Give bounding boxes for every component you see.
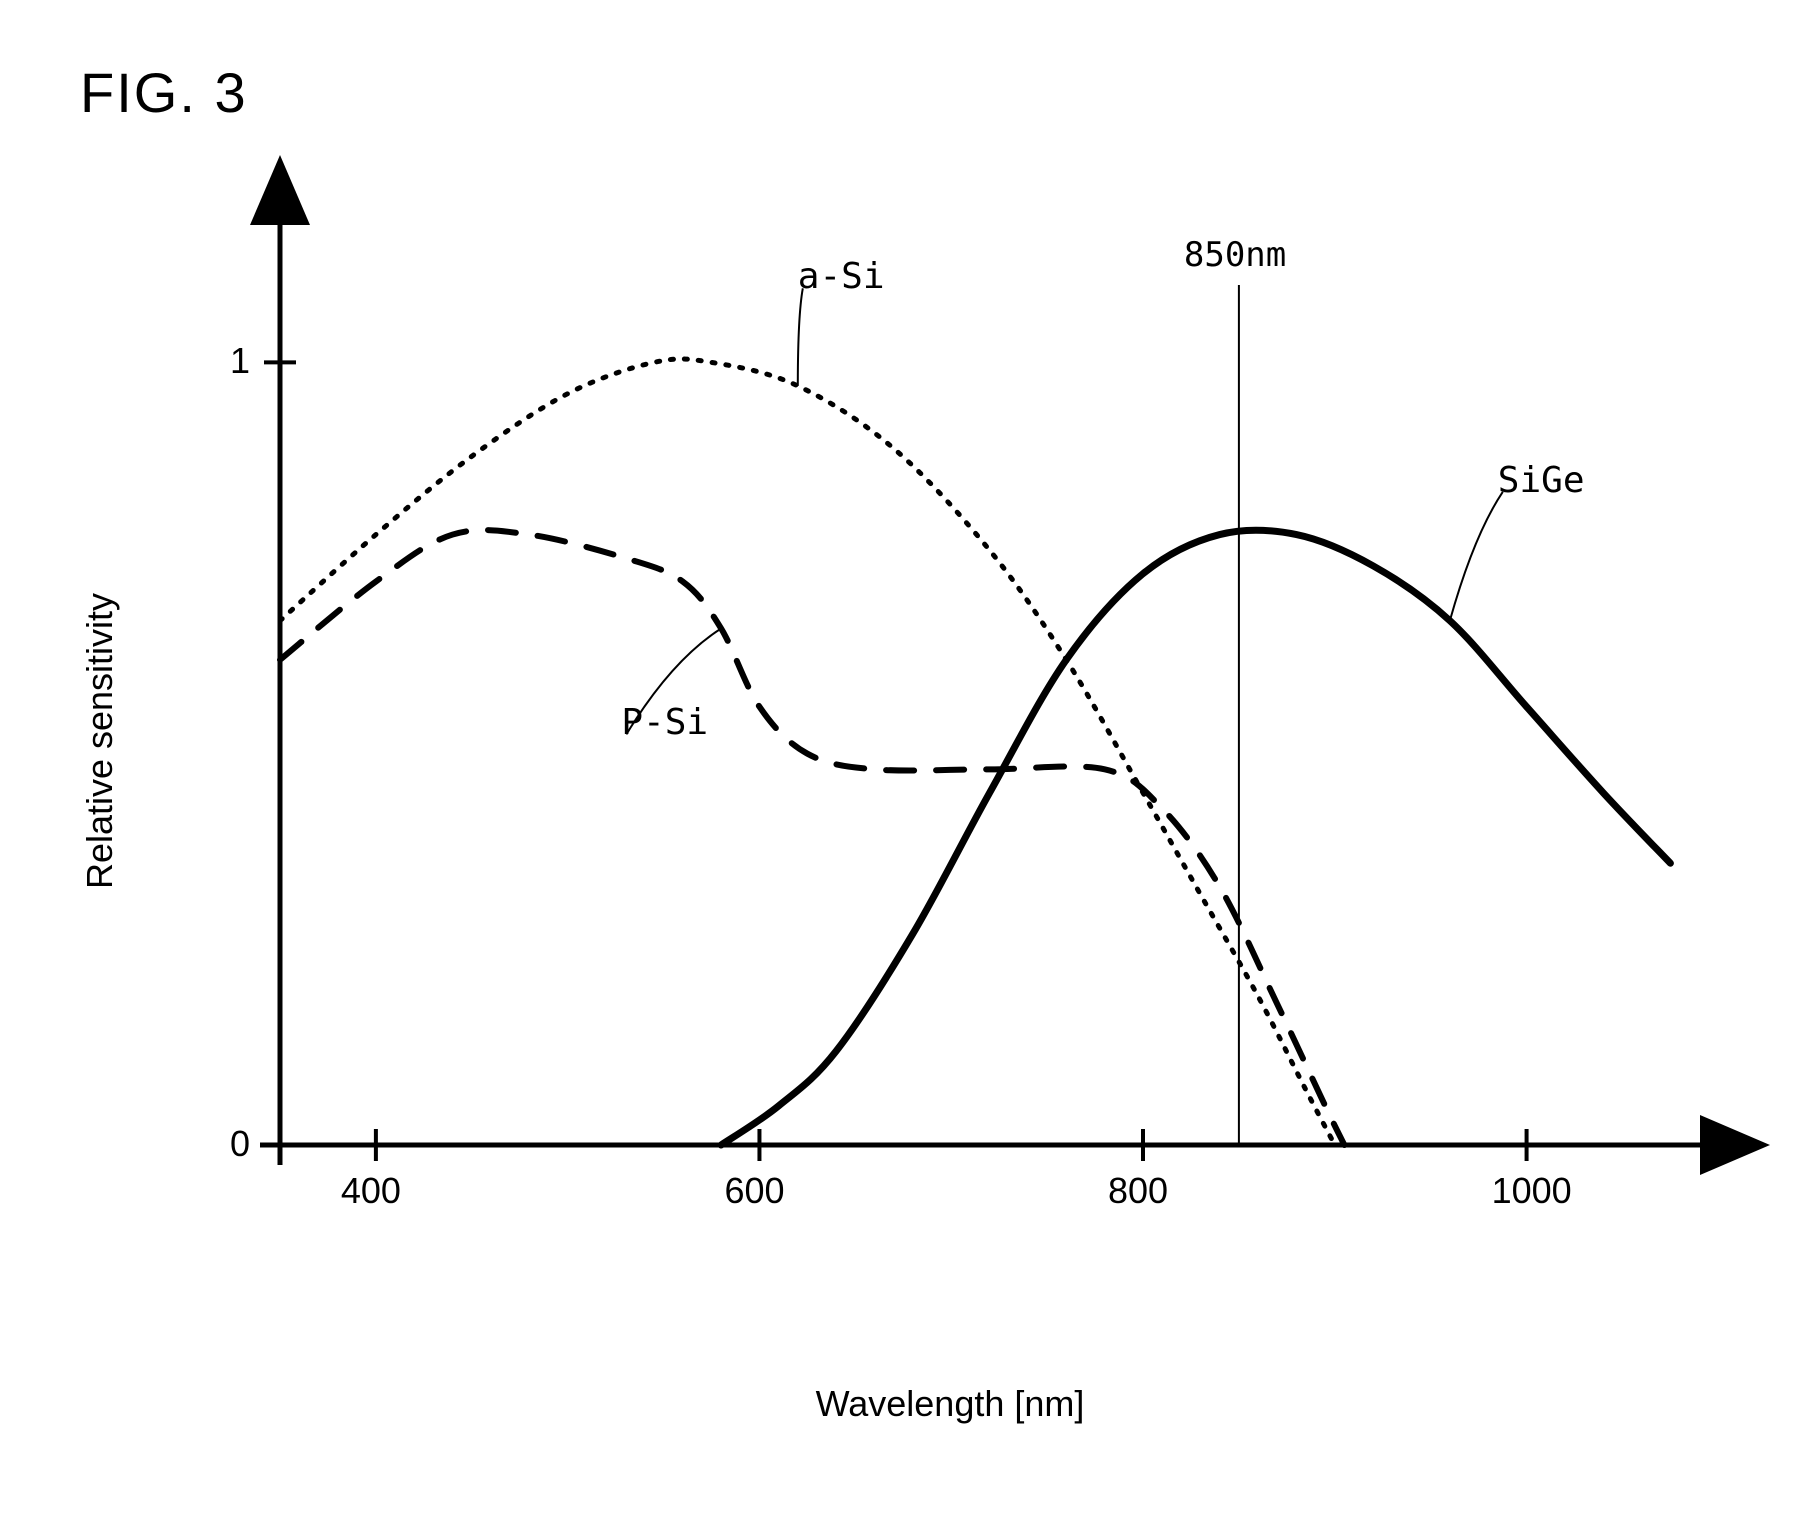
chart-svg bbox=[200, 225, 1700, 1225]
sensitivity-chart: Relative sensitivity Wavelength [nm] 400… bbox=[200, 225, 1700, 1325]
series-label-SiGe: SiGe bbox=[1498, 460, 1585, 501]
x-tick-label: 1000 bbox=[1492, 1170, 1572, 1212]
x-tick-label: 800 bbox=[1108, 1170, 1168, 1212]
x-tick-label: 400 bbox=[341, 1170, 401, 1212]
y-axis-label: Relative sensitivity bbox=[79, 593, 121, 889]
x-tick-label: 600 bbox=[724, 1170, 784, 1212]
series-label-P-Si: P-Si bbox=[621, 702, 708, 743]
marker-850nm-label: 850nm bbox=[1184, 235, 1286, 275]
series-SiGe bbox=[721, 530, 1670, 1145]
y-tick-label: 1 bbox=[230, 340, 250, 382]
figure-title: FIG. 3 bbox=[80, 60, 1753, 125]
y-tick-label: 0 bbox=[230, 1123, 250, 1165]
x-axis-label: Wavelength [nm] bbox=[816, 1383, 1085, 1425]
series-label-a-Si: a-Si bbox=[798, 256, 885, 297]
series-P-Si bbox=[280, 530, 1344, 1145]
